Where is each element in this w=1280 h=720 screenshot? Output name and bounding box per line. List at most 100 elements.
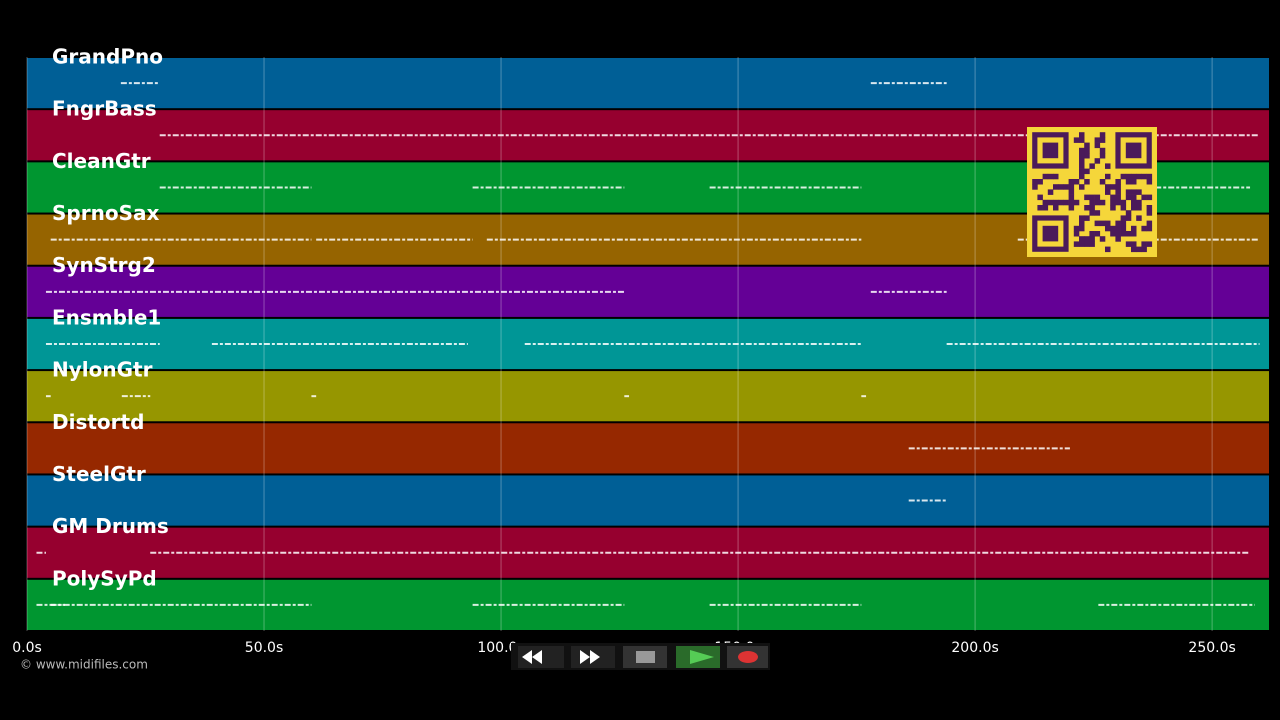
qr-cell (1136, 189, 1142, 195)
qr-cell (1120, 220, 1127, 227)
qr-cell (1110, 231, 1116, 237)
qr-cell (1120, 205, 1127, 211)
track-label: SynStrg2 (52, 253, 156, 277)
qr-cell (1141, 246, 1147, 253)
qr-cell (1084, 205, 1090, 211)
qr-cell (1099, 179, 1106, 185)
track-label: NylonGtr (52, 358, 153, 382)
qr-cell (1125, 194, 1132, 201)
qr-cell (1094, 194, 1101, 201)
qr-cell (1115, 231, 1121, 237)
qr-cell (1125, 210, 1132, 216)
qr-cell (1032, 179, 1038, 185)
track-label: SteelGtr (52, 462, 146, 486)
qr-cell (1089, 205, 1095, 211)
qr-cell (1105, 184, 1111, 190)
qr-cell (1099, 147, 1106, 154)
qr-cell (1105, 173, 1111, 180)
qr-cell (1089, 231, 1095, 237)
qr-cell (1089, 194, 1095, 201)
qr-cell (1099, 132, 1106, 138)
qr-cell (1120, 215, 1127, 221)
qr-cell (1099, 137, 1106, 143)
qr-cell (1084, 153, 1090, 159)
qr-cell (1079, 184, 1085, 190)
qr-cell (1125, 241, 1132, 247)
qr-cell (1037, 179, 1043, 185)
controls (511, 643, 770, 670)
qr-cell (1089, 210, 1095, 216)
qr-cell (1068, 205, 1075, 211)
qr-cell (1068, 194, 1075, 201)
qr-cell (1099, 153, 1106, 159)
qr-cell (1094, 142, 1101, 149)
qr-cell (1079, 225, 1085, 232)
qr-cell (1094, 158, 1101, 164)
qr-cell (1089, 199, 1095, 206)
qr-cell (1094, 231, 1101, 237)
qr-cell (1032, 184, 1038, 190)
qr-cell (1120, 225, 1127, 232)
qr-cell (1053, 199, 1059, 206)
qr-cell (1068, 179, 1075, 185)
rewind-button[interactable] (518, 646, 564, 668)
qr-cell (1146, 205, 1153, 211)
qr-cell (1131, 225, 1137, 232)
track-band (27, 266, 1269, 317)
qr-cell (1131, 194, 1137, 201)
qr-cell (1105, 163, 1111, 169)
qr-cell (1079, 158, 1085, 164)
qr-cell (1079, 241, 1085, 247)
track-label: Distortd (52, 410, 144, 434)
x-tick-label: 50.0s (245, 640, 283, 656)
qr-cell (1105, 220, 1111, 227)
qr-cell (1079, 173, 1085, 180)
qr-cell (1094, 199, 1101, 206)
track-label: FngrBass (52, 97, 157, 121)
qr-cell (1125, 189, 1132, 195)
record-button[interactable] (727, 646, 768, 668)
track-band (27, 58, 1269, 109)
qr-cell (1068, 199, 1075, 206)
track-band (27, 423, 1269, 474)
qr-cell (1146, 220, 1153, 227)
qr-cell (1063, 199, 1069, 206)
qr-cell (1105, 225, 1111, 232)
qr-cell (1094, 137, 1101, 143)
fast-forward-button[interactable] (571, 646, 615, 668)
qr-cell (1115, 225, 1121, 232)
qr-cell (1131, 231, 1137, 237)
qr-cell (1120, 199, 1127, 206)
qr-cell (1073, 231, 1080, 237)
qr-cell (1073, 137, 1080, 143)
qr-cell (1115, 189, 1121, 195)
qr-cell (1141, 225, 1147, 232)
qr-cell (1110, 194, 1116, 201)
qr-cell (1110, 205, 1116, 211)
qr-cell (1131, 179, 1137, 185)
qr-cell (1105, 189, 1111, 195)
qr-cell (1131, 173, 1137, 180)
qr-cell (1058, 184, 1064, 190)
qr-cell (1125, 231, 1132, 237)
qr-finder (1042, 225, 1059, 242)
play-button[interactable] (676, 646, 720, 668)
qr-cell (1047, 189, 1054, 195)
qr-cell (1068, 189, 1075, 195)
qr-cell (1079, 168, 1085, 175)
stop-button[interactable] (623, 646, 667, 668)
qr-cell (1120, 231, 1127, 237)
qr-cell (1099, 236, 1106, 242)
track-label: GM Drums (52, 514, 169, 538)
qr-cell (1037, 194, 1043, 201)
x-tick-label: 250.0s (1188, 640, 1235, 656)
qr-cell (1110, 199, 1116, 206)
qr-cell (1084, 142, 1090, 149)
qr-cell (1131, 205, 1137, 211)
qr-cell (1099, 199, 1106, 206)
qr-cell (1146, 241, 1153, 247)
track-band (27, 475, 1269, 526)
qr-cell (1136, 215, 1142, 221)
track-label: CleanGtr (52, 149, 151, 173)
qr-cell (1084, 236, 1090, 242)
